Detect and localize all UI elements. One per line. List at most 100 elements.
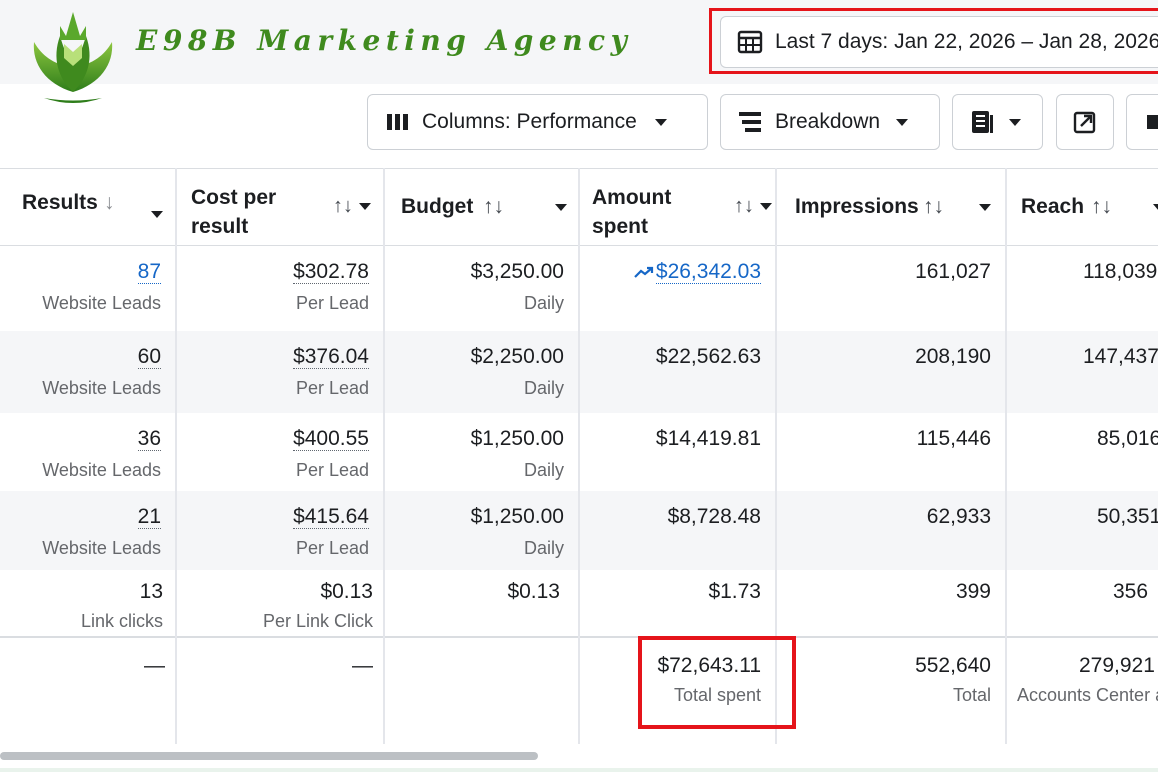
table-header-row: Results ↓ Cost per result ↑↓ Budget ↑↓ A… [0, 168, 1158, 246]
total-reach-label: Accounts Center accounts [1017, 684, 1158, 705]
cost-type: Per Lead [295, 293, 369, 313]
sort-icon[interactable]: ↑↓ [333, 195, 353, 217]
reach-value: 50,351 [1097, 504, 1158, 528]
chevron-down-icon[interactable] [555, 204, 567, 211]
chevron-down-icon [896, 118, 909, 126]
results-value[interactable]: 60 [137, 344, 161, 369]
more-toolbar-button[interactable] [1126, 94, 1158, 150]
reach-header-label: Reach [1021, 195, 1085, 218]
table-row: 13 Link clicks $0.13 Per Link Click $0.13 … [0, 569, 1158, 637]
table-row: 36 Website Leads $400.55 Per Lead $1,250.0… [0, 412, 1158, 491]
export-button[interactable] [1056, 94, 1114, 150]
budget-type: Daily [523, 537, 564, 558]
columns-label: Columns: Performance [422, 110, 637, 133]
budget-type: Daily [523, 293, 564, 313]
sort-icon[interactable]: ↑↓ [734, 195, 754, 217]
sort-icon[interactable]: ↑↓ [483, 195, 504, 218]
bottom-divider [0, 768, 1158, 772]
amount-spent-value[interactable]: $26,342.03 [655, 260, 761, 284]
cost-value[interactable]: $400.55 [293, 426, 369, 451]
chevron-down-icon[interactable] [979, 204, 991, 211]
amount-spent-value: $22,562.63 [655, 344, 761, 368]
trend-up-icon [634, 267, 653, 279]
total-spent-label: Total spent [673, 684, 761, 705]
result-type: Website Leads [42, 293, 161, 313]
budget-type: Daily [523, 459, 564, 480]
chevron-down-icon [1009, 118, 1021, 126]
sort-desc-icon[interactable]: ↓ [104, 191, 115, 214]
reach-value: 118,039 [1083, 260, 1158, 283]
column-header-impressions[interactable]: Impressions ↑↓ [776, 168, 1007, 246]
budget-value[interactable]: $2,250.00 [470, 344, 564, 368]
budget-value: $0.13 [507, 579, 560, 603]
total-amount-spent: $72,643.11 [657, 653, 761, 677]
cost-value: $0.13 [320, 579, 373, 603]
horizontal-scrollbar[interactable] [0, 752, 538, 760]
amount-spent-value: $14,419.81 [655, 426, 761, 450]
budget-value[interactable]: $1,250.00 [470, 504, 564, 528]
results-value: 13 [139, 579, 163, 603]
amount-spent-value: $8,728.48 [667, 504, 761, 528]
date-range-button[interactable]: Last 7 days: Jan 22, 2026 – Jan 28, 2026 [720, 16, 1158, 68]
brand-name: E98B Marketing Agency [136, 24, 633, 57]
budget-type: Daily [523, 377, 564, 398]
breakdown-icon [739, 112, 761, 132]
reach-value: 356 [1113, 579, 1149, 603]
sort-icon[interactable]: ↑↓ [1091, 195, 1112, 218]
result-type: Website Leads [42, 377, 161, 398]
chevron-down-icon[interactable] [359, 203, 371, 210]
date-range-label: Last 7 days: Jan 22, 2026 – Jan 28, 2026 [775, 30, 1158, 53]
results-value[interactable]: 21 [137, 504, 161, 529]
breakdown-label: Breakdown [775, 110, 881, 133]
ads-performance-table: Results ↓ Cost per result ↑↓ Budget ↑↓ A… [0, 168, 1158, 745]
column-header-amount-spent[interactable]: Amount spent ↑↓ [579, 168, 777, 246]
reports-button[interactable] [952, 94, 1043, 150]
result-type: Website Leads [42, 459, 161, 480]
budget-value[interactable]: $3,250.00 [470, 260, 564, 283]
impressions-value: 399 [955, 579, 991, 603]
totals-row: — — $72,643.11 Total spent 552,640 Total 2… [0, 636, 1158, 745]
chevron-down-icon [654, 118, 667, 126]
cost-type: Per Lead [295, 377, 369, 398]
table-row: 60 Website Leads $376.04 Per Lead $2,250.0… [0, 330, 1158, 413]
results-header-label: Results [22, 191, 98, 214]
total-results: — [144, 653, 165, 677]
budget-value[interactable]: $1,250.00 [470, 426, 564, 450]
breakdown-button[interactable]: Breakdown [720, 94, 940, 150]
cost-type: Per Link Click [262, 610, 373, 631]
sort-icon[interactable]: ↑↓ [923, 195, 944, 218]
cost-type: Per Lead [295, 459, 369, 480]
impressions-header-label: Impressions [795, 195, 919, 218]
budget-header-label: Budget [401, 195, 474, 218]
total-cost: — [352, 653, 373, 677]
table-row: 21 Website Leads $415.64 Per Lead $1,250.0… [0, 490, 1158, 570]
chevron-down-icon[interactable] [1153, 204, 1158, 211]
total-reach: 279,921 [1079, 653, 1155, 677]
cost-value[interactable]: $376.04 [293, 344, 369, 369]
cost-type: Per Lead [295, 537, 369, 558]
cost-value[interactable]: $415.64 [293, 504, 369, 529]
export-icon [1073, 111, 1096, 134]
cost-value[interactable]: $302.78 [293, 260, 369, 284]
column-header-cost-per-result[interactable]: Cost per result ↑↓ [176, 168, 385, 246]
results-value[interactable]: 87 [137, 260, 161, 284]
amount-spent-value: $1.73 [708, 579, 761, 603]
impressions-value: 62,933 [926, 504, 991, 528]
total-impressions: 552,640 [915, 653, 991, 677]
column-header-results[interactable]: Results ↓ [0, 168, 177, 246]
columns-button[interactable]: Columns: Performance [367, 94, 708, 150]
reports-icon [972, 111, 993, 133]
reach-value: 147,437 [1083, 344, 1158, 368]
chevron-down-icon[interactable] [151, 211, 163, 218]
impressions-value: 115,446 [916, 426, 991, 450]
results-value[interactable]: 36 [137, 426, 161, 451]
amount-header-label: Amount spent [592, 186, 672, 238]
agency-logo-icon [24, 6, 122, 106]
chevron-down-icon[interactable] [760, 203, 772, 210]
total-impressions-label: Total [952, 684, 991, 705]
cost-header-label: Cost per result [191, 186, 277, 238]
column-header-reach[interactable]: Reach ↑↓ [1006, 168, 1158, 246]
result-type: Website Leads [42, 537, 161, 558]
column-header-budget[interactable]: Budget ↑↓ [384, 168, 580, 246]
calendar-icon [737, 30, 763, 54]
